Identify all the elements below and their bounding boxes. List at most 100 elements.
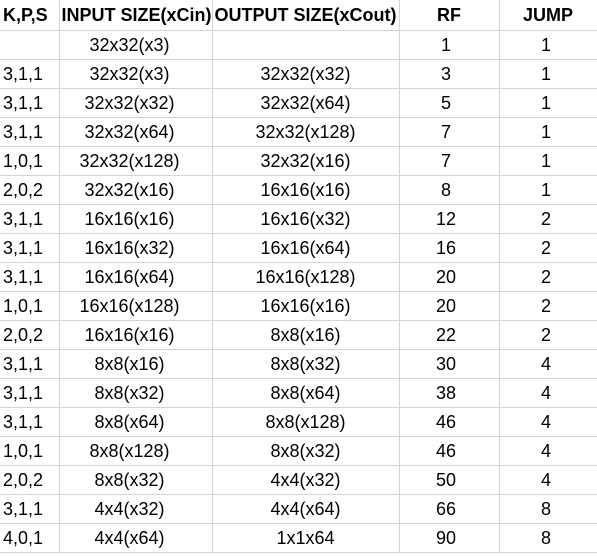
cell-kps[interactable]: 2,0,2 xyxy=(0,465,60,495)
cell-rf[interactable]: 20 xyxy=(399,262,500,292)
cell-jump[interactable]: 4 xyxy=(499,407,597,437)
cell-jump[interactable]: 2 xyxy=(499,291,597,321)
cell-rf[interactable]: 38 xyxy=(399,378,500,408)
cell-jump[interactable]: 4 xyxy=(499,465,597,495)
header-jump[interactable]: JUMP xyxy=(499,0,597,31)
cell-input-size[interactable]: 4x4(x32) xyxy=(59,494,213,524)
cell-kps[interactable]: 3,1,1 xyxy=(0,117,60,147)
cell-kps[interactable]: 3,1,1 xyxy=(0,233,60,263)
cell-output-size[interactable]: 8x8(x32) xyxy=(212,436,400,466)
cell-input-size[interactable]: 4x4(x64) xyxy=(59,523,213,553)
cell-output-size[interactable]: 8x8(x32) xyxy=(212,349,400,379)
table-body: 32x32(x3) 1 1 3,1,1 32x32(x3) 32x32(x32) 3 1 3,1… xyxy=(0,30,597,553)
cell-input-size[interactable]: 32x32(x32) xyxy=(59,88,213,118)
cell-jump[interactable]: 1 xyxy=(499,30,597,60)
cell-kps[interactable]: 2,0,2 xyxy=(0,175,60,205)
cell-rf[interactable]: 3 xyxy=(399,59,500,89)
cell-rf[interactable]: 7 xyxy=(399,146,500,176)
cell-rf[interactable]: 50 xyxy=(399,465,500,495)
cell-output-size[interactable]: 32x32(x16) xyxy=(212,146,400,176)
cell-rf[interactable]: 16 xyxy=(399,233,500,263)
cell-output-size[interactable]: 4x4(x64) xyxy=(212,494,400,524)
cell-output-size[interactable]: 1x1x64 xyxy=(212,523,400,553)
cell-input-size[interactable]: 8x8(x32) xyxy=(59,378,213,408)
cell-kps[interactable] xyxy=(0,30,60,60)
cell-kps[interactable]: 3,1,1 xyxy=(0,262,60,292)
cell-kps[interactable]: 3,1,1 xyxy=(0,494,60,524)
cell-jump[interactable]: 8 xyxy=(499,494,597,524)
cell-kps[interactable]: 1,0,1 xyxy=(0,146,60,176)
cell-rf[interactable]: 30 xyxy=(399,349,500,379)
cell-output-size[interactable]: 8x8(x64) xyxy=(212,378,400,408)
cell-rf[interactable]: 12 xyxy=(399,204,500,234)
cell-rf[interactable]: 20 xyxy=(399,291,500,321)
header-output-size[interactable]: OUTPUT SIZE(xCout) xyxy=(212,0,400,31)
table-row: 3,1,1 4x4(x32) 4x4(x64) 66 8 xyxy=(0,494,597,524)
cell-rf[interactable]: 22 xyxy=(399,320,500,350)
cell-output-size[interactable]: 16x16(x128) xyxy=(212,262,400,292)
cell-input-size[interactable]: 8x8(x128) xyxy=(59,436,213,466)
cell-input-size[interactable]: 32x32(x128) xyxy=(59,146,213,176)
cell-input-size[interactable]: 16x16(x16) xyxy=(59,320,213,350)
cell-input-size[interactable]: 8x8(x16) xyxy=(59,349,213,379)
cell-jump[interactable]: 1 xyxy=(499,175,597,205)
cell-jump[interactable]: 4 xyxy=(499,349,597,379)
table-row: 3,1,1 8x8(x64) 8x8(x128) 46 4 xyxy=(0,407,597,437)
cell-jump[interactable]: 8 xyxy=(499,523,597,553)
cell-jump[interactable]: 1 xyxy=(499,146,597,176)
cell-jump[interactable]: 2 xyxy=(499,233,597,263)
cell-kps[interactable]: 3,1,1 xyxy=(0,88,60,118)
cell-kps[interactable]: 2,0,2 xyxy=(0,320,60,350)
cell-output-size[interactable] xyxy=(212,30,400,60)
cell-rf[interactable]: 46 xyxy=(399,436,500,466)
cell-rf[interactable]: 90 xyxy=(399,523,500,553)
header-kps[interactable]: K,P,S xyxy=(0,0,60,31)
cell-input-size[interactable]: 16x16(x64) xyxy=(59,262,213,292)
cell-jump[interactable]: 4 xyxy=(499,378,597,408)
cell-output-size[interactable]: 16x16(x32) xyxy=(212,204,400,234)
cell-jump[interactable]: 1 xyxy=(499,117,597,147)
cell-input-size[interactable]: 16x16(x32) xyxy=(59,233,213,263)
header-input-size[interactable]: INPUT SIZE(xCin) xyxy=(59,0,213,31)
cell-kps[interactable]: 3,1,1 xyxy=(0,378,60,408)
cell-jump[interactable]: 2 xyxy=(499,204,597,234)
cell-kps[interactable]: 3,1,1 xyxy=(0,59,60,89)
cell-jump[interactable]: 1 xyxy=(499,88,597,118)
cell-kps[interactable]: 1,0,1 xyxy=(0,291,60,321)
cell-output-size[interactable]: 16x16(x16) xyxy=(212,291,400,321)
cell-output-size[interactable]: 8x8(x128) xyxy=(212,407,400,437)
cell-kps[interactable]: 4,0,1 xyxy=(0,523,60,553)
cell-input-size[interactable]: 32x32(x3) xyxy=(59,59,213,89)
cell-jump[interactable]: 2 xyxy=(499,262,597,292)
cell-output-size[interactable]: 32x32(x32) xyxy=(212,59,400,89)
cell-rf[interactable]: 7 xyxy=(399,117,500,147)
cell-output-size[interactable]: 16x16(x16) xyxy=(212,175,400,205)
cell-jump[interactable]: 2 xyxy=(499,320,597,350)
cell-kps[interactable]: 3,1,1 xyxy=(0,349,60,379)
cell-input-size[interactable]: 16x16(x128) xyxy=(59,291,213,321)
cell-input-size[interactable]: 8x8(x64) xyxy=(59,407,213,437)
cell-output-size[interactable]: 4x4(x32) xyxy=(212,465,400,495)
cell-input-size[interactable]: 32x32(x16) xyxy=(59,175,213,205)
cell-kps[interactable]: 3,1,1 xyxy=(0,204,60,234)
cell-rf[interactable]: 66 xyxy=(399,494,500,524)
cell-output-size[interactable]: 16x16(x64) xyxy=(212,233,400,263)
cell-input-size[interactable]: 16x16(x16) xyxy=(59,204,213,234)
cell-input-size[interactable]: 32x32(x64) xyxy=(59,117,213,147)
cell-rf[interactable]: 8 xyxy=(399,175,500,205)
cell-output-size[interactable]: 8x8(x16) xyxy=(212,320,400,350)
cell-jump[interactable]: 4 xyxy=(499,436,597,466)
cell-rf[interactable]: 5 xyxy=(399,88,500,118)
table-row: 32x32(x3) 1 1 xyxy=(0,30,597,60)
cell-output-size[interactable]: 32x32(x128) xyxy=(212,117,400,147)
cell-output-size[interactable]: 32x32(x64) xyxy=(212,88,400,118)
cell-input-size[interactable]: 32x32(x3) xyxy=(59,30,213,60)
cell-rf[interactable]: 46 xyxy=(399,407,500,437)
cell-kps[interactable]: 1,0,1 xyxy=(0,436,60,466)
header-rf[interactable]: RF xyxy=(399,0,500,31)
cell-kps[interactable]: 3,1,1 xyxy=(0,407,60,437)
cell-rf[interactable]: 1 xyxy=(399,30,500,60)
cell-jump[interactable]: 1 xyxy=(499,59,597,89)
cell-input-size[interactable]: 8x8(x32) xyxy=(59,465,213,495)
